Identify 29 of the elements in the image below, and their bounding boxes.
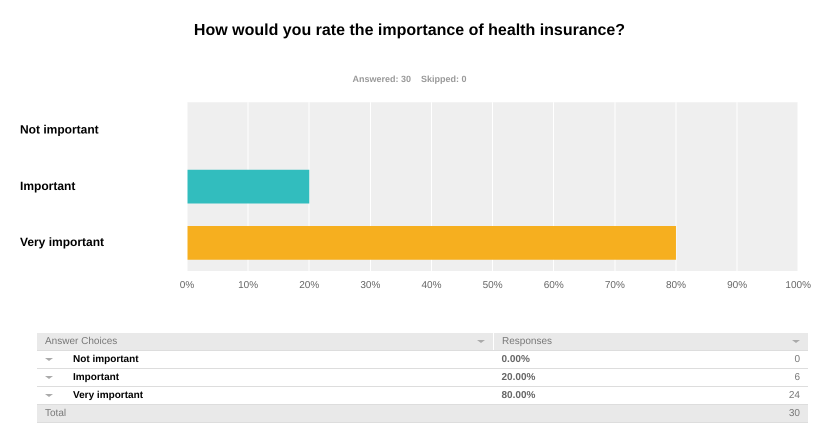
text: Answer Choices [45, 336, 118, 347]
text: 20.00% [494, 368, 698, 386]
chart-subtitle: Answered: 30 Skipped: 0 [351, 74, 468, 84]
x-tick-label: 40% [421, 280, 442, 291]
category-label: Very important [73, 390, 144, 401]
x-tick-label: 60% [544, 280, 564, 291]
x-tick-label: 90% [727, 280, 748, 291]
x-tick-label: 70% [604, 280, 625, 291]
x-tick-label: 80% [666, 280, 686, 291]
x-tick-label: 30% [360, 280, 380, 291]
chart-title: How would you rate the importance of health insurance? [192, 22, 626, 40]
text: Total [37, 404, 494, 422]
text: 30 [697, 404, 808, 422]
text: 0.00% [494, 350, 698, 368]
category-label: Important [73, 372, 120, 383]
x-tick-label: 0% [180, 280, 194, 291]
x-tick-label: 10% [238, 280, 258, 291]
text: 80.00% [494, 386, 698, 404]
x-tick-label: 100% [785, 280, 812, 291]
text: Responses [502, 336, 552, 347]
text: 0 [697, 350, 808, 368]
y-tick-label: Important [20, 178, 76, 193]
text: 6 [697, 368, 808, 386]
x-tick-label: 50% [482, 280, 503, 291]
category-label: Not important [73, 354, 139, 365]
text: 24 [697, 386, 808, 404]
y-tick-label: Not important [20, 122, 99, 137]
y-tick-label: Very important [20, 235, 104, 250]
x-tick-label: 20% [299, 280, 320, 291]
